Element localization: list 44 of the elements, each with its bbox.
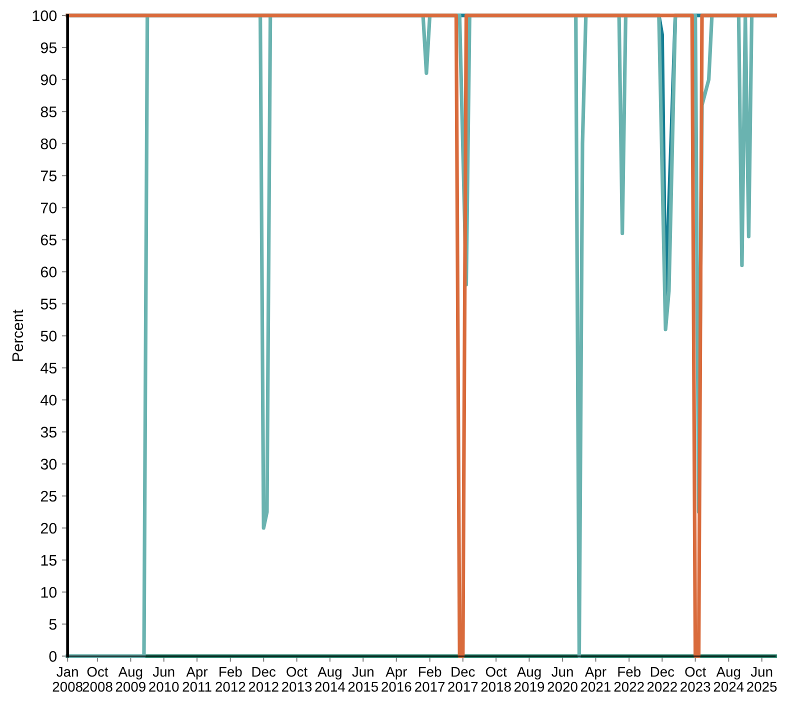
x-tick-label: Apr 2021	[580, 667, 610, 692]
y-tick-label: 0	[49, 650, 57, 662]
y-tick-label: 30	[40, 458, 57, 470]
y-axis-title: Percent	[12, 310, 24, 361]
x-tick-label: Oct 2023	[680, 666, 710, 692]
x-tick-label: Jun 2020	[548, 667, 578, 692]
x-tick-label: Oct 2008	[82, 666, 112, 692]
x-tick-label: Jun 2015	[348, 667, 378, 692]
x-tick-label: Jun 2010	[149, 667, 179, 692]
x-tick-label: Dec 2022	[647, 667, 677, 692]
x-tick-label: Aug 2019	[514, 667, 544, 692]
y-tick-label: 35	[40, 426, 57, 438]
y-tick-label: 5	[49, 619, 57, 630]
x-tick-label: Oct 2013	[282, 666, 312, 692]
y-tick-label: 80	[40, 138, 57, 150]
x-tick-label: Apr 2011	[182, 667, 212, 692]
y-tick-label: 75	[40, 170, 57, 182]
x-tick-label: Dec 2017	[448, 667, 478, 692]
y-tick-label: 90	[40, 74, 57, 86]
y-tick-label: 20	[40, 522, 57, 534]
y-tick-label: 50	[40, 330, 57, 342]
x-tick-label: Feb 2012	[216, 666, 246, 692]
y-tick-label: 55	[40, 298, 57, 310]
y-tick-label: 45	[40, 362, 57, 374]
x-tick-label: Aug 2014	[315, 667, 345, 692]
x-tick-label: Jan 2008	[52, 667, 82, 692]
x-tick-label: Aug 2024	[714, 667, 744, 692]
y-tick-label: 10	[41, 586, 57, 598]
y-tick-label: 65	[40, 234, 57, 246]
x-tick-label: Aug 2009	[116, 667, 146, 692]
y-tick-label: 70	[40, 202, 57, 214]
y-tick-label: 60	[40, 266, 57, 278]
x-tick-label: Apr 2016	[382, 667, 412, 692]
x-tick-label: Feb 2022	[614, 666, 644, 692]
x-tick-label: Jun 2025	[747, 667, 777, 692]
y-tick-label: 100	[32, 10, 57, 22]
y-tick-label: 25	[40, 490, 57, 502]
x-tick-label: Dec 2012	[248, 667, 278, 692]
y-tick-label: 15	[41, 555, 57, 566]
y-tick-label: 40	[40, 394, 57, 406]
x-tick-label: Oct 2018	[481, 666, 511, 692]
x-tick-label: Feb 2017	[415, 666, 445, 692]
y-tick-label: 95	[40, 42, 57, 54]
y-tick-label: 85	[40, 106, 57, 118]
